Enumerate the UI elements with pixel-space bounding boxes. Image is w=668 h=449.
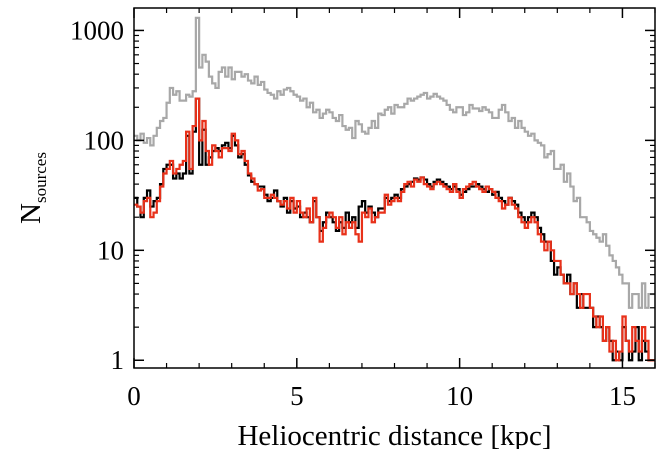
histogram-series-1 [134, 16, 655, 309]
x-ticks: 0 5 10 15 [127, 8, 656, 411]
x-tick-label: 10 [446, 381, 473, 411]
y-axis-title-main: N [15, 203, 47, 224]
y-tick-label: 100 [84, 125, 125, 155]
x-axis-title: Heliocentric distance [kpc] [237, 420, 551, 449]
x-tick-label: 5 [290, 381, 304, 411]
y-tick-label: 10 [97, 235, 124, 265]
y-axis-title: Nsources [15, 152, 50, 224]
plot-frame [133, 7, 656, 369]
y-tick-label: 1000 [70, 15, 124, 45]
histogram-series-2 [134, 97, 655, 362]
x-tick-label: 15 [609, 381, 636, 411]
y-ticks: 1 10 100 1000 [70, 15, 655, 375]
y-axis-title-subscript: sources [31, 152, 50, 203]
y-tick-label: 1 [111, 345, 125, 375]
histogram-series-3 [134, 97, 655, 362]
x-tick-label: 0 [127, 381, 141, 411]
series-layer [134, 16, 655, 362]
